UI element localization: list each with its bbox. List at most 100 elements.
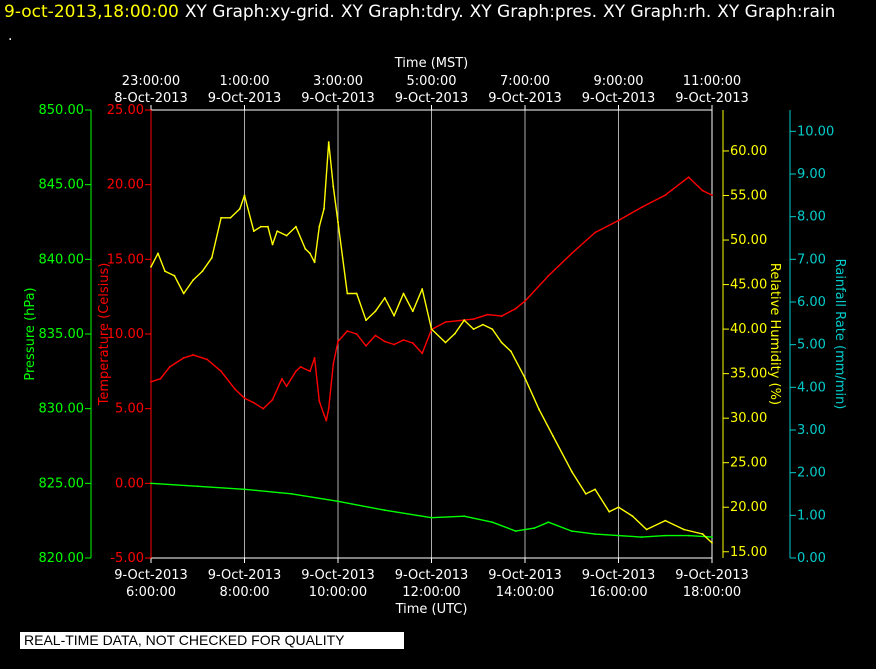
- temperature-tick-label: 25.00: [107, 103, 144, 118]
- data-point-tdry: [309, 370, 311, 373]
- data-point-tdry: [332, 363, 335, 365]
- data-point-tdry: [393, 343, 395, 346]
- x-tick-label-top-time: 11:00:00: [683, 74, 741, 89]
- humidity-tick-label: 20.00: [730, 500, 767, 515]
- temperature-axis-title: Temperature (Celsius): [97, 263, 112, 407]
- data-point-rh: [295, 225, 297, 228]
- data-point-rh: [683, 528, 685, 531]
- x-tick-label-top-date: 9-Oct-2013: [301, 91, 375, 106]
- x-tick-label-bottom-time: 6:00:00: [126, 585, 176, 600]
- data-point-rh: [393, 314, 395, 317]
- x-tick-label-top-time: 1:00:00: [219, 74, 269, 89]
- data-point-tdry: [327, 407, 330, 410]
- data-point-tdry: [365, 345, 367, 347]
- graph-title-xy-grid: XY Graph:xy-grid.: [184, 2, 335, 22]
- data-point-pres: [641, 536, 643, 538]
- x-tick-label-bottom-time: 8:00:00: [219, 585, 269, 600]
- timestamp: 9-oct-2013,18:00:00: [4, 2, 179, 22]
- data-point-pres: [514, 530, 517, 532]
- data-point-tdry: [337, 340, 339, 343]
- data-point-rh: [664, 519, 667, 522]
- rain-axis-title: Rainfall Rate (mm/min): [832, 259, 847, 410]
- data-point-pres: [533, 527, 536, 529]
- data-point-tdry: [486, 313, 489, 316]
- data-point-rh: [243, 194, 246, 197]
- data-point-rh: [192, 279, 195, 281]
- data-point-rh: [173, 274, 176, 277]
- temperature-tick-label: 15.00: [107, 252, 144, 267]
- data-point-rh: [500, 341, 503, 344]
- data-point-tdry: [374, 334, 377, 337]
- x-tick-label-top-time: 7:00:00: [500, 74, 550, 89]
- data-point-rh: [201, 270, 204, 273]
- data-point-rh: [701, 533, 704, 535]
- data-point-tdry: [323, 413, 325, 416]
- data-point-pres: [711, 536, 713, 538]
- data-point-tdry: [220, 370, 223, 373]
- data-point-tdry: [299, 366, 302, 368]
- data-point-rh: [491, 328, 494, 330]
- data-point-pres: [491, 521, 494, 524]
- pressure-tick-label: 825.00: [39, 476, 85, 491]
- x-tick-label-bottom-time: 16:00:00: [589, 585, 647, 600]
- data-point-rh: [365, 319, 367, 322]
- data-point-rh: [309, 252, 311, 255]
- data-point-tdry: [252, 401, 255, 404]
- humidity-tick-label: 55.00: [730, 189, 767, 204]
- temperature-tick-label: -5.00: [110, 551, 144, 566]
- quality-note: REAL-TIME DATA, NOT CHECKED FOR QUALITY: [20, 632, 404, 649]
- x-tick-label-bottom-time: 14:00:00: [496, 585, 554, 600]
- data-point-rh: [711, 542, 713, 544]
- rain-tick-label: 3.00: [797, 423, 826, 438]
- data-point-tdry: [711, 194, 713, 197]
- x-tick-label-bottom-date: 9-Oct-2013: [675, 568, 749, 583]
- rain-tick-label: 8.00: [797, 210, 826, 225]
- data-point-rh: [318, 225, 321, 228]
- data-point-tdry: [192, 354, 195, 356]
- data-point-rh: [150, 265, 152, 268]
- humidity-tick-label: 30.00: [730, 411, 767, 426]
- graph-title-rain: XY Graph:rain: [717, 2, 836, 22]
- data-point-rh: [238, 208, 241, 210]
- x-tick-label-bottom-date: 9-Oct-2013: [114, 568, 188, 583]
- data-point-rh: [402, 292, 405, 295]
- humidity-axis-title: Relative Humidity (%): [767, 263, 782, 405]
- data-point-tdry: [182, 357, 185, 359]
- pressure-tick-label: 850.00: [39, 103, 85, 118]
- x-tick-label-top-date: 8-Oct-2013: [114, 91, 188, 106]
- pressure-axis-title: Pressure (hPa): [23, 287, 38, 380]
- humidity-tick-label: 15.00: [730, 545, 767, 560]
- data-point-rh: [444, 341, 447, 344]
- rain-tick-label: 9.00: [797, 167, 826, 182]
- rain-tick-label: 4.00: [797, 380, 826, 395]
- data-point-rh: [332, 185, 335, 188]
- graph-title-pres: XY Graph:pres.: [469, 2, 598, 22]
- x-tick-label-top-time: 9:00:00: [593, 74, 643, 89]
- x-tick-label-bottom-date: 9-Oct-2013: [488, 568, 562, 583]
- x-tick-label-top-time: 23:00:00: [122, 74, 180, 89]
- data-point-rh: [182, 292, 185, 295]
- temperature-tick-label: 5.00: [115, 402, 144, 417]
- data-point-rh: [524, 377, 526, 379]
- data-point-rh: [229, 216, 232, 219]
- data-point-tdry: [281, 377, 283, 380]
- data-point-tdry: [383, 340, 386, 343]
- temperature-tick-label: 20.00: [107, 178, 144, 193]
- data-point-rh: [383, 297, 386, 299]
- data-point-rh: [271, 243, 274, 246]
- title-bar: 9-oct-2013,18:00:00 XY Graph:xy-grid. XY G…: [4, 2, 835, 22]
- rain-tick-label: 1.00: [797, 508, 826, 523]
- x-tick-label-top-time: 5:00:00: [406, 74, 456, 89]
- temperature-tick-label: 0.00: [115, 476, 144, 491]
- data-point-pres: [290, 492, 293, 495]
- data-point-tdry: [641, 206, 643, 209]
- data-point-pres: [570, 530, 573, 532]
- header-dot: .: [8, 28, 13, 44]
- data-point-tdry: [206, 358, 209, 361]
- data-point-rh: [594, 488, 596, 491]
- data-point-rh: [337, 221, 339, 224]
- data-point-rh: [276, 230, 279, 233]
- pressure-tick-label: 835.00: [39, 327, 85, 342]
- data-point-rh: [267, 225, 269, 228]
- x-tick-label-top-time: 3:00:00: [313, 74, 363, 89]
